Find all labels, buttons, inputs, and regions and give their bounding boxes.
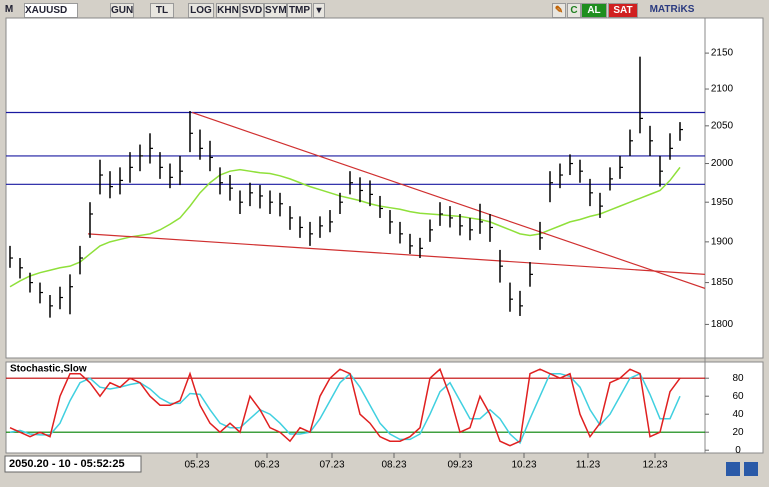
x-tick-label: 10.23 — [511, 460, 536, 471]
y-tick-label: 40 — [732, 409, 744, 420]
y-tick-label: 0 — [735, 445, 741, 456]
brand: MATRiKS — [649, 4, 695, 15]
indicator-line — [9, 372, 681, 445]
x-tick-label: 09.23 — [447, 460, 472, 471]
y-tick-label: 2150 — [711, 48, 734, 59]
x-tick-label: 08.23 — [381, 460, 406, 471]
indicator-title: Stochastic,Slow — [10, 364, 87, 375]
status-text: 2050.20 - 10 - 05:52:25 — [9, 458, 125, 470]
price-panel — [5, 17, 764, 359]
scroll-icon[interactable] — [726, 462, 740, 476]
x-tick-label: 07.23 — [319, 460, 344, 471]
trendline — [191, 111, 705, 289]
stochastic-plot — [6, 367, 705, 447]
x-tick-label: 11.23 — [576, 460, 601, 471]
y-tick-label: 60 — [732, 391, 744, 402]
y-tick-label: 1850 — [711, 277, 734, 288]
y-tick-label: 2100 — [711, 84, 734, 95]
y-tick-label: 1800 — [711, 319, 734, 330]
y-tick-label: 2050 — [711, 120, 734, 131]
stochastic-panel — [5, 361, 764, 454]
y-tick-label: 1950 — [711, 197, 734, 208]
y-tick-label: 20 — [732, 427, 744, 438]
trendline — [87, 233, 705, 275]
status-box — [4, 455, 142, 473]
x-tick-label: 06.23 — [254, 460, 279, 471]
y-tick-label: 2000 — [711, 158, 734, 169]
y-tick-label: 1900 — [711, 237, 734, 248]
indicator-line — [9, 367, 681, 447]
x-tick-label: 12.23 — [642, 460, 667, 471]
zoom-icon[interactable] — [744, 462, 758, 476]
symbol-box[interactable]: XAUUSD — [24, 3, 78, 18]
moving-average — [9, 166, 681, 288]
y-tick-label: 80 — [732, 373, 744, 384]
price-plot — [6, 56, 705, 318]
logo: M — [4, 4, 14, 15]
x-tick-label: 05.23 — [184, 460, 209, 471]
